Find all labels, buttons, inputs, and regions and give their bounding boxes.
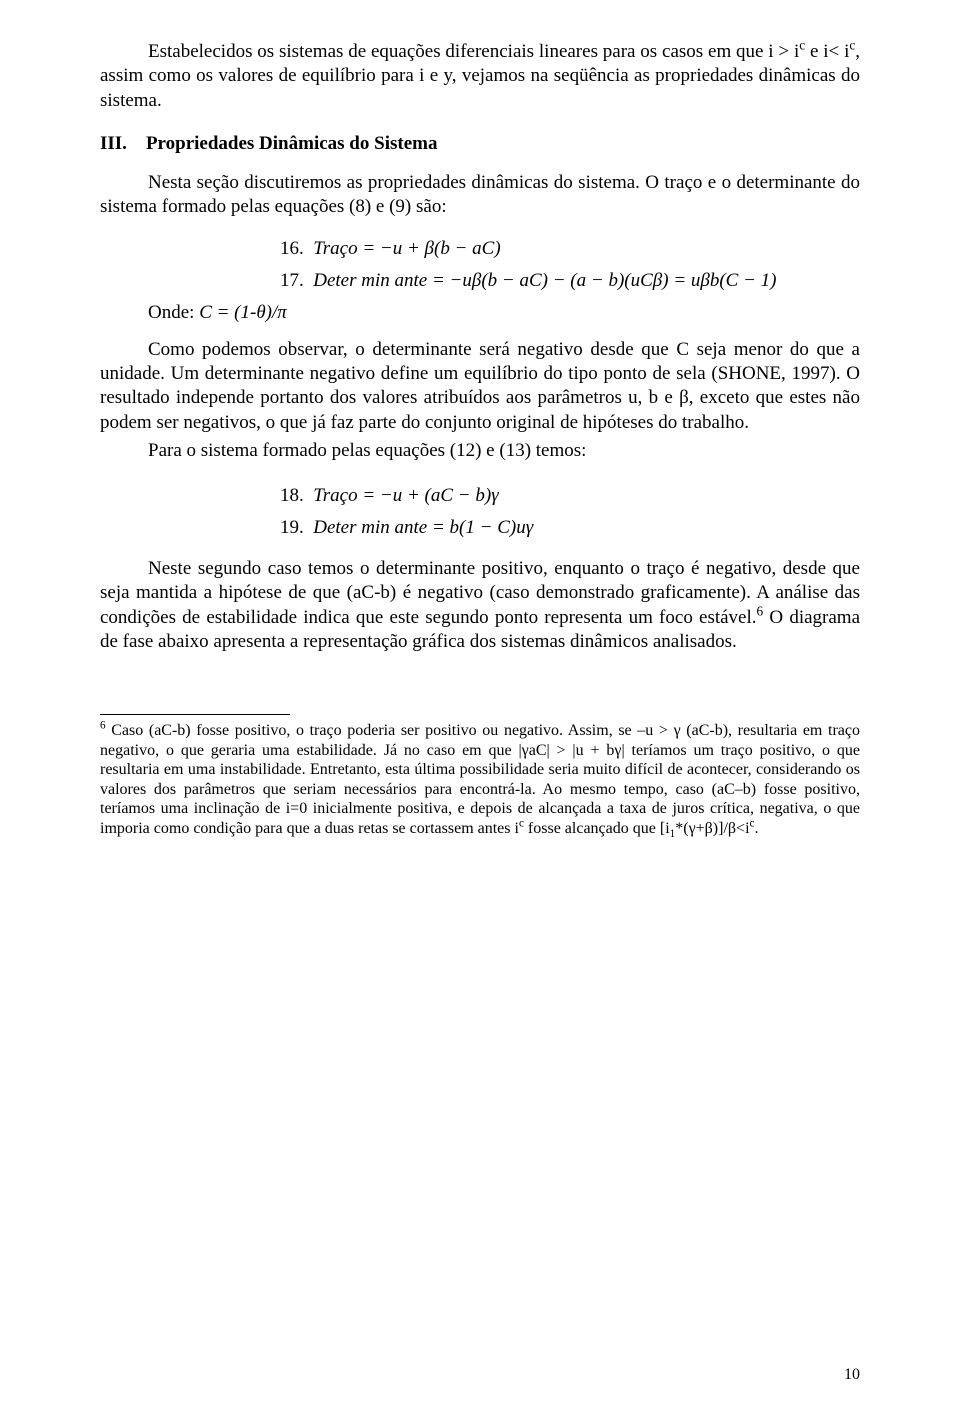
- text: Estabelecidos os sistemas de equações di…: [148, 41, 799, 62]
- text: e i< i: [805, 41, 849, 62]
- equation-number: 19.: [280, 517, 304, 538]
- paragraph-4: Neste segundo caso temos o determinante …: [100, 557, 860, 654]
- text: fosse alcançado que [i: [524, 820, 670, 837]
- equation-number: 16.: [280, 238, 304, 259]
- where-body: C = (1-θ)/π: [199, 302, 287, 323]
- paragraph-2: Nesta seção discutiremos as propriedades…: [100, 171, 860, 220]
- equation-body: Deter min ante = −uβ(b − aC) − (a − b)(u…: [313, 270, 776, 291]
- equation-body: Traço = −u + β(b − aC): [313, 238, 500, 259]
- section-heading: III. Propriedades Dinâmicas do Sistema: [100, 133, 860, 155]
- page: Estabelecidos os sistemas de equações di…: [0, 0, 960, 1412]
- equation-number: 18.: [280, 485, 304, 506]
- paragraph-intro: Estabelecidos os sistemas de equações di…: [100, 40, 860, 113]
- equation-body: Traço = −u + (aC − b)γ: [313, 485, 498, 506]
- equation-16: 16. Traço = −u + β(b − aC): [100, 238, 860, 260]
- where-label: Onde:: [148, 302, 199, 323]
- footnote-separator: [100, 714, 290, 715]
- footnote-6: 6 Caso (aC-b) fosse positivo, o traço po…: [100, 721, 860, 838]
- equation-body: Deter min ante = b(1 − C)uγ: [313, 517, 533, 538]
- equation-number: 17.: [280, 270, 304, 291]
- section-title-text: Propriedades Dinâmicas do Sistema: [146, 133, 438, 154]
- where-clause: Onde: C = (1-θ)/π: [148, 302, 860, 324]
- page-number: 10: [844, 1366, 860, 1384]
- text: .: [754, 820, 758, 837]
- equation-17: 17. Deter min ante = −uβ(b − aC) − (a − …: [100, 270, 860, 292]
- paragraph-3b: Para o sistema formado pelas equações (1…: [100, 439, 860, 463]
- paragraph-3: Como podemos observar, o determinante se…: [100, 338, 860, 435]
- text: Neste segundo caso temos o determinante …: [100, 558, 860, 628]
- section-number: III.: [100, 133, 127, 154]
- equation-18: 18. Traço = −u + (aC − b)γ: [100, 485, 860, 507]
- text: *(γ+β)]/β<i: [675, 820, 749, 837]
- equation-19: 19. Deter min ante = b(1 − C)uγ: [100, 517, 860, 539]
